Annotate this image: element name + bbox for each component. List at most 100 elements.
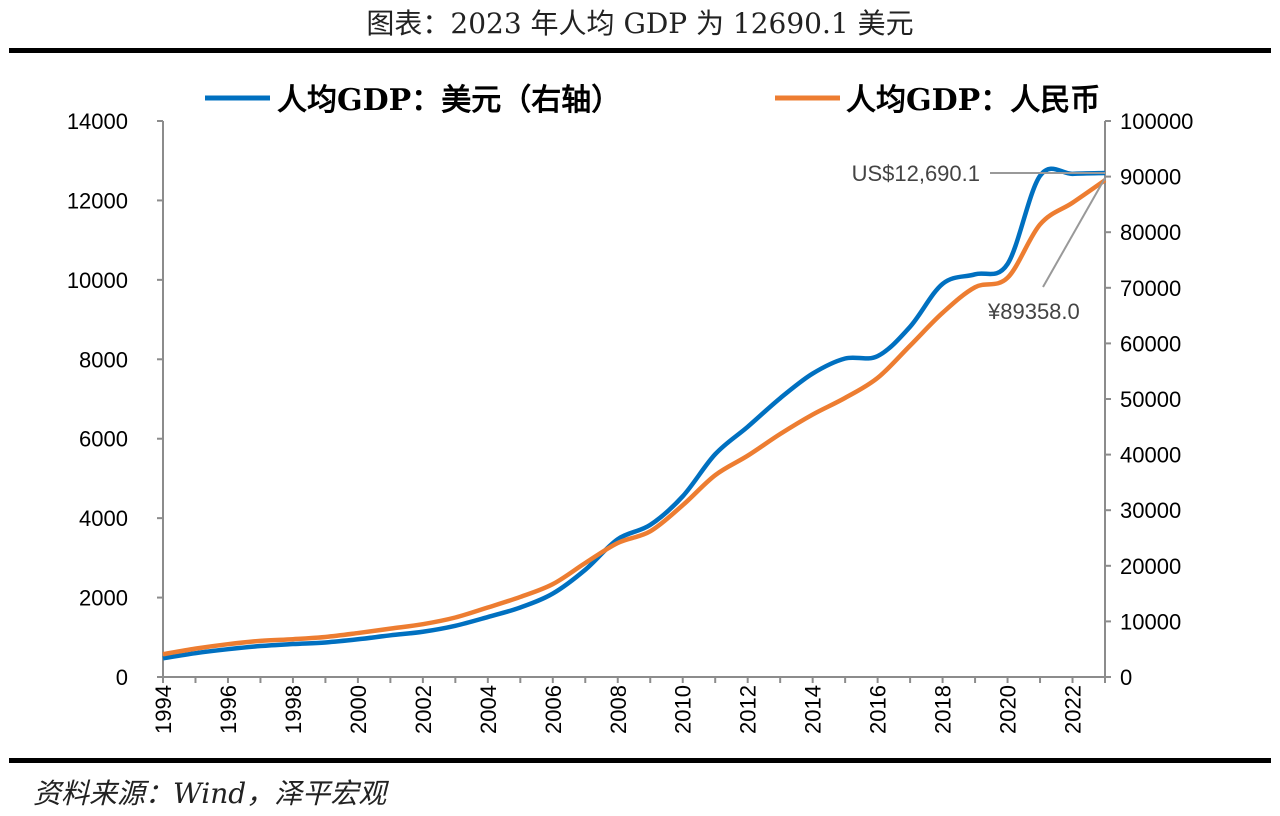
rmb-series-line — [162, 178, 1107, 657]
legend-label-usd: 人均GDP：美元（右轴） — [277, 83, 621, 118]
usd-data-point — [941, 282, 945, 286]
rmb-data-point — [193, 647, 197, 651]
x-tick-label: 2018 — [931, 685, 956, 734]
x-tick-label: 1994 — [151, 685, 176, 734]
usd-data-point — [681, 494, 685, 498]
usd-data-point — [453, 624, 457, 628]
usd-data-point — [973, 272, 977, 276]
usd-data-point — [713, 452, 717, 456]
x-tick-label: 1998 — [281, 685, 306, 734]
rmb-annotation-leader — [1042, 177, 1106, 288]
rmb-data-point — [291, 637, 295, 641]
rmb-data-point — [583, 561, 587, 565]
chart-title: 图表：2023 年人均 GDP 为 12690.1 美元 — [366, 7, 914, 40]
left-tick-label: 6000 — [79, 427, 128, 452]
x-tick-label: 2010 — [671, 685, 696, 734]
usd-data-point — [486, 615, 490, 619]
rmb-data-point — [226, 642, 230, 646]
rmb-data-point — [616, 541, 620, 545]
left-tick-label: 4000 — [79, 506, 128, 531]
x-tick-label: 2022 — [1061, 685, 1086, 734]
rmb-data-point — [648, 529, 652, 533]
right-tick-label: 60000 — [1120, 331, 1181, 356]
right-tick-label: 100000 — [1120, 109, 1193, 134]
rmb-data-point — [421, 622, 425, 626]
rmb-data-point — [941, 311, 945, 315]
usd-data-point — [161, 656, 165, 660]
rmb-annotation: ¥89358.0 — [987, 299, 1080, 324]
top-rule — [9, 48, 1271, 53]
rmb-data-point — [258, 639, 262, 643]
right-tick-label: 50000 — [1120, 387, 1181, 412]
x-tick-label: 2014 — [801, 685, 826, 734]
usd-data-point — [876, 354, 880, 358]
x-tick-label: 2008 — [606, 685, 631, 734]
left-tick-label: 8000 — [79, 347, 128, 372]
usd-series-line — [162, 166, 1106, 661]
usd-data-point — [356, 637, 360, 641]
rmb-data-point — [843, 396, 847, 400]
rmb-data-point — [746, 454, 750, 458]
rmb-data-point — [1071, 201, 1075, 205]
right-tick-label: 0 — [1120, 665, 1132, 690]
rmb-data-point — [323, 635, 327, 639]
rmb-data-point — [551, 582, 555, 586]
right-tick-label: 30000 — [1120, 498, 1181, 523]
left-tick-label: 14000 — [67, 109, 128, 134]
rmb-data-point — [973, 285, 977, 289]
usd-data-point — [1006, 262, 1010, 266]
rmb-data-point — [486, 606, 490, 610]
rmb-data-point — [161, 652, 165, 656]
usd-data-point — [518, 606, 522, 610]
x-tick-label: 2020 — [996, 685, 1021, 734]
usd-data-point — [193, 651, 197, 655]
left-tick-label: 0 — [116, 665, 128, 690]
usd-data-point — [583, 568, 587, 572]
usd-data-point — [258, 644, 262, 648]
x-tick-label: 2016 — [866, 685, 891, 734]
left-tick-label: 2000 — [79, 586, 128, 611]
rmb-data-point — [681, 503, 685, 507]
usd-annotation: US$12,690.1 — [852, 161, 980, 186]
usd-data-point — [226, 647, 230, 651]
right-tick-label: 40000 — [1120, 443, 1181, 468]
rmb-data-point — [453, 616, 457, 620]
usd-data-point — [648, 523, 652, 527]
usd-data-point — [811, 372, 815, 376]
right-tick-label: 70000 — [1120, 276, 1181, 301]
rmb-data-point — [1006, 276, 1010, 280]
usd-data-point — [778, 396, 782, 400]
x-tick-label: 2004 — [476, 685, 501, 734]
rmb-data-point — [908, 344, 912, 348]
rmb-data-point — [518, 595, 522, 599]
rmb-data-point — [713, 473, 717, 477]
usd-data-point — [421, 630, 425, 634]
rmb-data-point — [1038, 222, 1042, 226]
usd-data-point — [1038, 174, 1042, 178]
usd-data-point — [746, 425, 750, 429]
legend-label-rmb: 人均GDP：人民币 — [846, 83, 1100, 118]
usd-data-point — [323, 640, 327, 644]
rmb-data-point — [876, 376, 880, 380]
left-tick-label: 12000 — [67, 188, 128, 213]
usd-data-point — [843, 356, 847, 360]
x-tick-label: 2002 — [411, 685, 436, 734]
source-note: 资料来源：Wind，泽平宏观 — [33, 777, 387, 810]
rmb-data-point — [356, 631, 360, 635]
usd-data-point — [908, 325, 912, 329]
rmb-data-point — [778, 432, 782, 436]
right-tick-label: 10000 — [1120, 609, 1181, 634]
usd-data-point — [291, 642, 295, 646]
right-tick-label: 90000 — [1120, 165, 1181, 190]
bottom-rule — [9, 758, 1271, 763]
usd-data-point — [388, 633, 392, 637]
x-tick-label: 2006 — [541, 685, 566, 734]
x-tick-label: 2000 — [346, 685, 371, 734]
rmb-data-point — [388, 627, 392, 631]
x-tick-label: 2012 — [736, 685, 761, 734]
rmb-data-point — [811, 413, 815, 417]
x-tick-label: 1996 — [216, 685, 241, 734]
left-tick-label: 10000 — [67, 268, 128, 293]
usd-data-point — [551, 592, 555, 596]
